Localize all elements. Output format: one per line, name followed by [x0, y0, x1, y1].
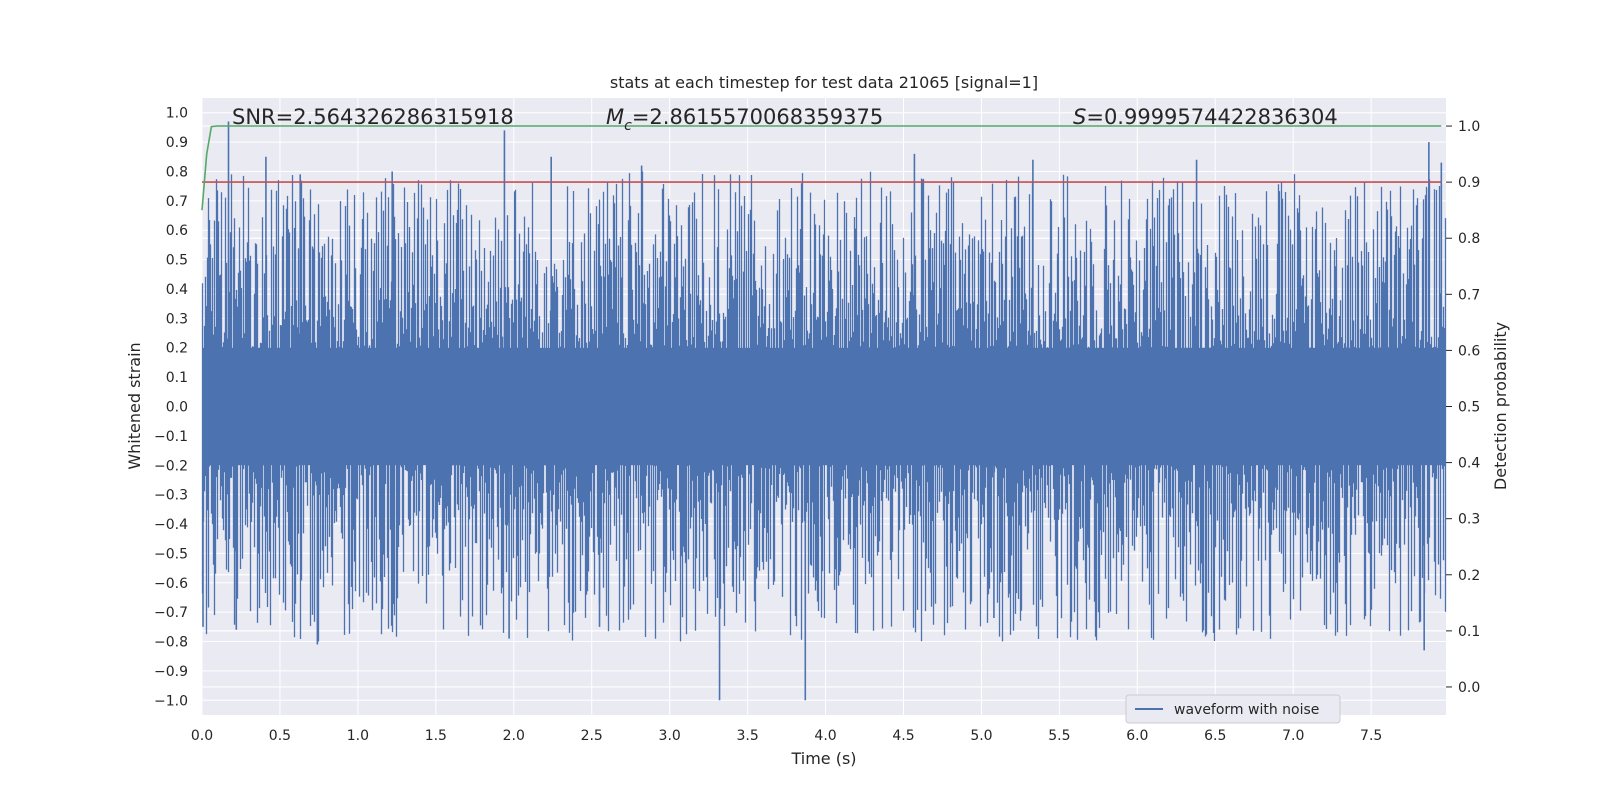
- x-tick-label: 6.0: [1126, 728, 1148, 744]
- y-tick-label: −0.9: [154, 664, 188, 680]
- snr-annotation: SNR=2.564326286315918: [232, 105, 514, 129]
- x-tick-label: 1.0: [347, 728, 369, 744]
- y2-tick-label: 0.2: [1458, 568, 1480, 584]
- y-tick-label: 1.0: [166, 106, 188, 122]
- y-tick-label: −0.2: [154, 458, 188, 474]
- y-tick-label: −0.5: [154, 546, 188, 562]
- x-tick-label: 7.5: [1360, 728, 1382, 744]
- x-tick-label: 4.0: [814, 728, 836, 744]
- chirp-mass-annotation: Mc=2.8615570068359375: [606, 105, 883, 134]
- y-tick-label: −0.6: [154, 576, 188, 592]
- y-tick-label: 0.4: [166, 282, 188, 298]
- overlay-series: [201, 125, 1442, 211]
- y-tick-label: −0.7: [154, 605, 188, 621]
- chirp-mass-symbol: M: [606, 105, 624, 129]
- x-tick-label: 7.0: [1282, 728, 1304, 744]
- y-tick-label: −1.0: [154, 693, 188, 709]
- y-tick-label: −0.8: [154, 635, 188, 651]
- x-tick-label: 6.5: [1204, 728, 1226, 744]
- y-tick-label: 0.9: [166, 135, 188, 151]
- y2-tick-label: 0.7: [1458, 287, 1480, 303]
- y2-tick-label: 0.3: [1458, 512, 1480, 528]
- y2-tick-label: 1.0: [1458, 119, 1480, 135]
- score-annotation: S=0.9999574422836304: [1073, 105, 1338, 129]
- y-tick-label: 0.0: [166, 400, 188, 416]
- y-tick-label: 0.6: [166, 223, 188, 239]
- x-axis-title: Time (s): [790, 749, 856, 768]
- y2-tick-label: 0.5: [1458, 400, 1480, 416]
- x-tick-label: 2.5: [581, 728, 603, 744]
- y-tick-label: −0.3: [154, 488, 188, 504]
- legend: waveform with noise: [1125, 694, 1341, 724]
- y2-axis-title: Detection probability: [1491, 322, 1510, 490]
- x-tick-label: 3.5: [736, 728, 758, 744]
- x-tick-label: 5.0: [970, 728, 992, 744]
- y-tick-label: −0.1: [154, 429, 188, 445]
- legend-box: [1125, 694, 1341, 724]
- y-tick-label: 0.3: [166, 311, 188, 327]
- y2-tick-label: 0.0: [1458, 680, 1480, 696]
- legend-label: waveform with noise: [1174, 702, 1319, 718]
- y-axis-right: 1.0 0.9 0.8 0.7 0.6 0.5 0.4 0.3 0.2 0.1 0.0: [1446, 119, 1480, 696]
- y2-tick-label: 0.9: [1458, 175, 1480, 191]
- x-tick-label: 0.5: [269, 728, 291, 744]
- y2-tick-label: 0.6: [1458, 343, 1480, 359]
- x-tick-label: 1.5: [425, 728, 447, 744]
- y-tick-label: −0.4: [154, 517, 188, 533]
- x-tick-label: 4.5: [892, 728, 914, 744]
- score-value: =0.9999574422836304: [1086, 105, 1337, 129]
- y2-tick-label: 0.8: [1458, 231, 1480, 247]
- x-tick-label: 5.5: [1048, 728, 1070, 744]
- y-axis-left: 1.0 0.9 0.8 0.7 0.6 0.5 0.4 0.3 0.2 0.1 0.0 −0.1 −0.…: [154, 106, 188, 710]
- y2-tick-label: 0.4: [1458, 456, 1480, 472]
- y-tick-label: 0.7: [166, 194, 188, 210]
- y-tick-label: 0.8: [166, 164, 188, 180]
- chirp-mass-subscript: c: [624, 118, 632, 134]
- chart-title: stats at each timestep for test data 210…: [610, 73, 1038, 92]
- y-tick-label: 0.2: [166, 341, 188, 357]
- y-axis-title: Whitened strain: [125, 342, 144, 469]
- detection-probability-line: [201, 125, 1442, 211]
- x-tick-label: 0.0: [191, 728, 213, 744]
- y2-tick-label: 0.1: [1458, 624, 1480, 640]
- y-tick-label: 0.1: [166, 370, 188, 386]
- score-symbol: S: [1073, 105, 1086, 129]
- x-axis: 0.0 0.5 1.0 1.5 2.0 2.5 3.0 3.5 4.0 4.5 5.0 5.5 6.0 6…: [191, 728, 1382, 744]
- waveform-core: [202, 347, 1446, 466]
- y-tick-label: 0.5: [166, 253, 188, 269]
- chirp-mass-value: =2.8615570068359375: [632, 105, 883, 129]
- x-tick-label: 3.0: [659, 728, 681, 744]
- x-tick-label: 2.0: [503, 728, 525, 744]
- waveform-series: [201, 121, 1447, 701]
